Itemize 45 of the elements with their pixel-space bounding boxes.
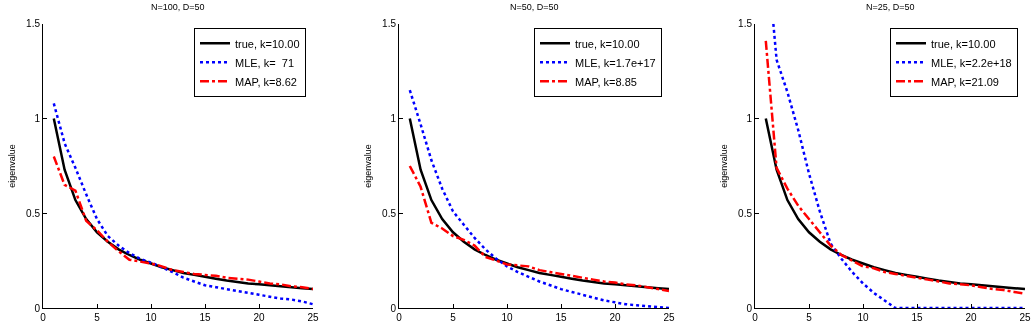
x-tick-label: 10 <box>857 312 869 324</box>
x-tick-label: 25 <box>663 312 675 324</box>
x-tick-label: 20 <box>609 312 621 324</box>
y-tick-label: 0.5 <box>738 207 753 219</box>
legend-label: true, k=10.00 <box>931 37 996 50</box>
y-tick-label: 0.5 <box>382 207 397 219</box>
y-tick-label: 1 <box>390 113 397 125</box>
x-tick-label: 15 <box>199 312 211 324</box>
x-tick-label: 10 <box>145 312 157 324</box>
y-axis-title: eigenvalue <box>7 144 18 188</box>
y-axis-title: eigenvalue <box>363 144 374 188</box>
line-series <box>408 164 669 293</box>
y-tick-label: 1.5 <box>738 18 753 30</box>
x-tick-label: 25 <box>307 312 319 324</box>
x-tick-label: 20 <box>965 312 977 324</box>
y-tick-label: 0.5 <box>26 207 41 219</box>
y-axis-title: eigenvalue <box>719 144 730 188</box>
line-series <box>52 155 313 291</box>
legend-label: MAP, k=21.09 <box>931 75 999 88</box>
legend-label: MLE, k= 71 <box>235 56 295 69</box>
x-tick-label: 5 <box>806 312 813 324</box>
x-tick-label: 5 <box>94 312 101 324</box>
y-tick-label: 1 <box>34 113 41 125</box>
legend-label: true, k=10.00 <box>235 37 300 50</box>
legend-label: MAP, k=8.62 <box>235 75 297 88</box>
x-tick-label: 20 <box>253 312 265 324</box>
x-tick-label: 15 <box>555 312 567 324</box>
legend-label: MLE, k=1.7e+17 <box>575 56 656 69</box>
chart-title: N=100, D=50 <box>151 2 205 12</box>
y-tick-label: 0 <box>746 302 753 314</box>
legend-label: true, k=10.00 <box>575 37 640 50</box>
x-tick-label: 5 <box>450 312 457 324</box>
legend-label: MAP, k=8.85 <box>575 75 637 88</box>
line-series <box>408 88 669 309</box>
y-tick-label: 0 <box>390 302 397 314</box>
y-tick-label: 0 <box>34 302 41 314</box>
chart-title: N=25, D=50 <box>866 2 915 12</box>
chart-title: N=50, D=50 <box>510 2 559 12</box>
y-tick-label: 1 <box>746 113 753 125</box>
y-tick-label: 1.5 <box>382 18 397 30</box>
x-tick-label: 15 <box>911 312 923 324</box>
y-tick-label: 1.5 <box>26 18 41 30</box>
x-tick-label: 10 <box>501 312 513 324</box>
legend-label: MLE, k=2.2e+18 <box>931 56 1012 69</box>
x-tick-label: 25 <box>1019 312 1031 324</box>
